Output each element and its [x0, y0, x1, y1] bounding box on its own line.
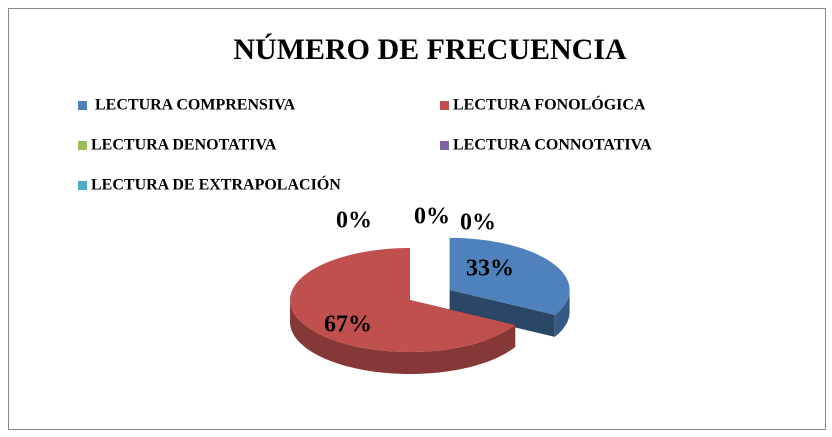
data-label: 0%: [414, 204, 450, 230]
slice-edge: [290, 300, 516, 374]
legend-swatch: [440, 101, 449, 110]
legend-swatch: [78, 101, 87, 110]
slice-side: [449, 289, 555, 337]
data-label: 0%: [460, 210, 496, 236]
slice: [449, 237, 570, 315]
legend-swatch: [440, 141, 449, 150]
legend-swatch: [78, 141, 87, 150]
legend-label: LECTURA DENOTATIVA: [91, 137, 277, 154]
legend-label: LECTURA COMPRENSIVA: [95, 97, 296, 114]
legend-label: LECTURA CONNOTATIVA: [453, 137, 652, 154]
slice-edge: [554, 289, 570, 337]
slice: [290, 248, 516, 352]
legend-label: LECTURA DE EXTRAPOLACIÓN: [91, 175, 341, 194]
data-label: 67%: [324, 312, 372, 338]
chart-title: NÚMERO DE FRECUENCIA: [233, 33, 627, 66]
legend-swatch: [78, 181, 87, 190]
legend-label: LECTURA FONOLÓGICA: [453, 95, 646, 114]
data-label: 33%: [466, 256, 514, 282]
data-label: 0%: [336, 208, 372, 234]
